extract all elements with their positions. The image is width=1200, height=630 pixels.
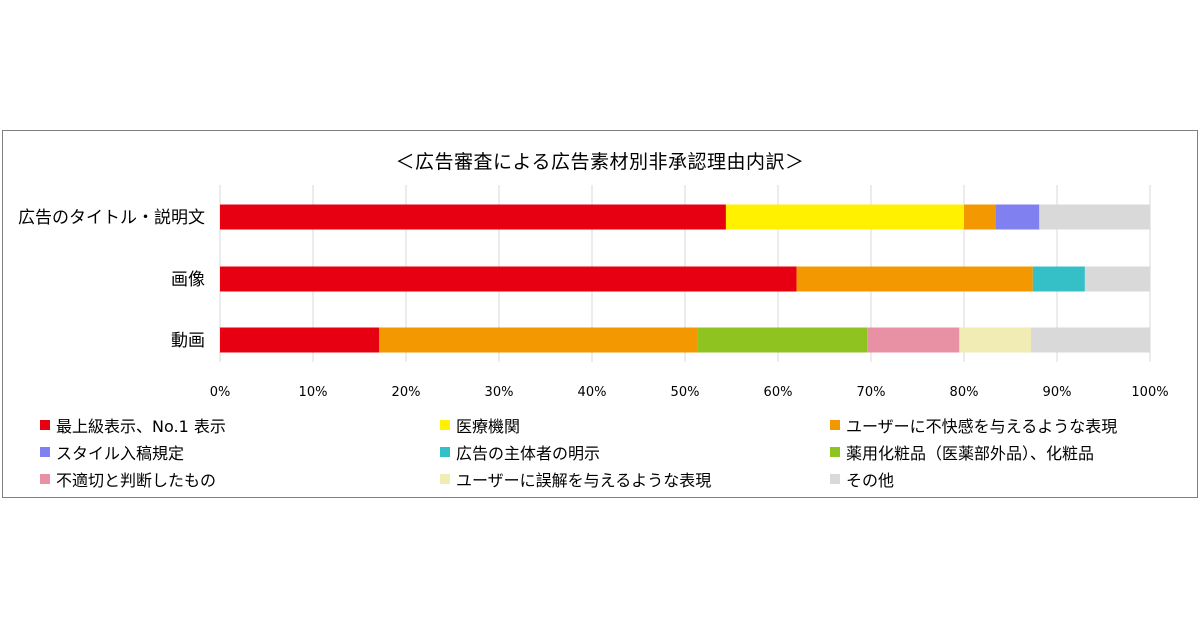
legend-item: 広告の主体者の明示 — [440, 440, 600, 464]
legend-swatch — [440, 474, 450, 484]
legend-item: ユーザーに不快感を与えるような表現 — [830, 413, 1117, 437]
legend-swatch — [40, 447, 50, 457]
legend-label: スタイル入稿規定 — [56, 444, 185, 463]
legend-item: ユーザーに誤解を与えるような表現 — [440, 467, 711, 491]
bar-segment — [995, 204, 1040, 230]
legend-swatch — [440, 447, 450, 457]
legend-label: その他 — [846, 471, 895, 490]
x-tick-label: 50% — [671, 385, 700, 400]
bar-segment — [1030, 327, 1150, 353]
legend-label: 薬用化粧品（医薬部外品）、化粧品 — [846, 444, 1095, 463]
category-label: 動画 — [171, 331, 205, 351]
x-tick-label: 20% — [392, 385, 421, 400]
bar-segment — [959, 327, 1031, 353]
bar-segment — [220, 204, 726, 230]
bar-segment — [379, 327, 698, 353]
legend-label: 不適切と判断したもの — [56, 471, 217, 490]
x-tick-label: 40% — [578, 385, 607, 400]
legend-swatch — [830, 447, 840, 457]
x-tick-label: 90% — [1043, 385, 1072, 400]
legend-item: 不適切と判断したもの — [40, 467, 216, 491]
bars — [220, 204, 1150, 353]
legend-swatch — [40, 420, 50, 430]
x-tick-label: 60% — [764, 385, 793, 400]
bar-segment — [220, 266, 797, 292]
x-tick-label: 100% — [1131, 385, 1168, 400]
chart-title: ＜広告審査による広告素材別非承認理由内訳＞ — [395, 151, 805, 173]
bar-segment — [1032, 266, 1085, 292]
x-tick-label: 10% — [299, 385, 328, 400]
x-tick-label: 0% — [210, 385, 231, 400]
bar-segment — [964, 204, 996, 230]
bar-segment — [725, 204, 964, 230]
category-label: 画像 — [171, 270, 205, 290]
legend-swatch — [440, 420, 450, 430]
legend-label: ユーザーに不快感を与えるような表現 — [846, 417, 1118, 436]
bar-segment — [697, 327, 868, 353]
chart-frame — [2, 130, 1198, 498]
legend-label: ユーザーに誤解を与えるような表現 — [456, 471, 712, 490]
x-tick-label: 80% — [950, 385, 979, 400]
legend-label: 医療機関 — [456, 417, 521, 436]
legend-item: 医療機関 — [440, 413, 520, 437]
legend-item: スタイル入稿規定 — [40, 440, 184, 464]
legend-swatch — [40, 474, 50, 484]
x-axis-tick-labels: 0% 10% 20% 30% 40% 50% 60% 70% 80% 90% 100% — [210, 385, 1169, 400]
legend-label: 最上級表示、No.1 表示 — [56, 417, 226, 436]
category-label: 広告のタイトル・説明文 — [18, 208, 205, 228]
bar-segment — [796, 266, 1033, 292]
bar-segment — [1084, 266, 1150, 292]
bar-segment — [220, 327, 380, 353]
bar-segment — [1039, 204, 1150, 230]
legend-label: 広告の主体者の明示 — [456, 444, 601, 463]
legend-item: 最上級表示、No.1 表示 — [40, 413, 226, 437]
legend-swatch — [830, 420, 840, 430]
legend-item: その他 — [830, 467, 894, 491]
x-tick-label: 70% — [857, 385, 886, 400]
bar-segment — [867, 327, 960, 353]
legend-item: 薬用化粧品（医薬部外品）、化粧品 — [830, 440, 1094, 464]
x-tick-label: 30% — [485, 385, 514, 400]
legend-swatch — [830, 474, 840, 484]
